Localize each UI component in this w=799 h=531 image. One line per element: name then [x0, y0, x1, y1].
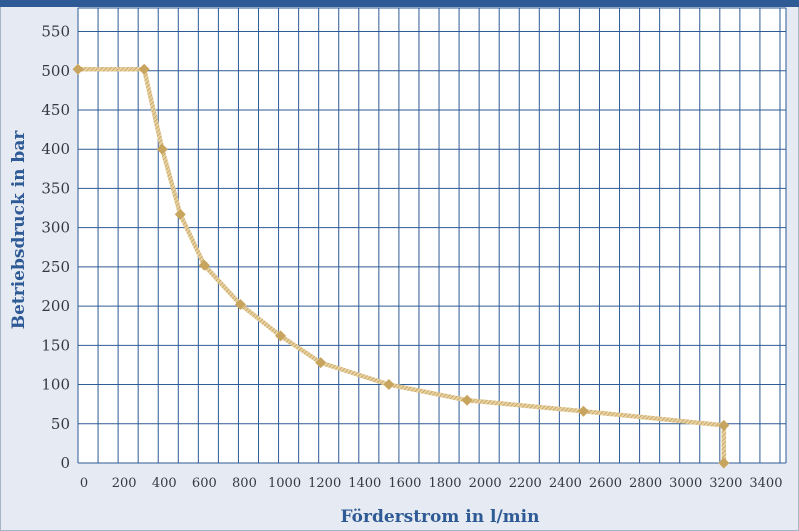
x-tick-label: 600 — [192, 476, 217, 491]
x-tick-label: 2600 — [589, 476, 622, 491]
data-point — [315, 357, 327, 369]
x-tick-label: 1000 — [268, 476, 301, 491]
data-point — [383, 379, 395, 391]
y-tick-label: 550 — [41, 23, 70, 41]
data-point — [234, 299, 246, 311]
x-tick-labels: 0 200 400 600 800 1000 1200 1400 1600 1800 2000 220… — [80, 476, 783, 491]
data-point — [718, 419, 730, 431]
plot-area — [78, 8, 786, 463]
data-point — [174, 208, 186, 220]
data-point — [577, 405, 589, 417]
x-tick-label: 2000 — [469, 476, 502, 491]
x-axis-title: Förderstrom in l/min — [341, 507, 540, 527]
x-tick-label: 2800 — [629, 476, 662, 491]
y-tick-label: 200 — [41, 297, 70, 315]
data-point — [718, 457, 730, 469]
x-tick-label: 1400 — [348, 476, 381, 491]
y-tick-label: 450 — [41, 101, 70, 119]
y-tick-label: 50 — [51, 415, 70, 433]
top-band — [0, 0, 799, 7]
x-tick-label: 800 — [232, 476, 257, 491]
x-tick-label: 0 — [80, 476, 88, 491]
x-tick-label: 3400 — [749, 476, 782, 491]
y-tick-label: 0 — [60, 454, 70, 472]
y-tick-label: 250 — [41, 258, 70, 276]
y-tick-label: 350 — [41, 179, 70, 197]
y-tick-label: 100 — [41, 376, 70, 394]
y-tick-label: 150 — [41, 336, 70, 354]
x-tick-label: 2400 — [549, 476, 582, 491]
y-tick-label: 400 — [41, 140, 70, 158]
data-point — [138, 63, 150, 75]
x-tick-label: 2200 — [509, 476, 542, 491]
data-point — [72, 63, 84, 75]
x-tick-label: 3000 — [669, 476, 702, 491]
data-point — [156, 143, 168, 155]
x-tick-label: 1200 — [308, 476, 341, 491]
x-tick-label: 3200 — [709, 476, 742, 491]
data-markers — [72, 63, 730, 469]
y-tick-label: 300 — [41, 219, 70, 237]
x-tick-label: 200 — [112, 476, 137, 491]
y-tick-labels: 0 50 100 150 200 250 300 350 400 450 500 550 — [41, 23, 70, 472]
data-point — [461, 394, 473, 406]
x-tick-label: 400 — [152, 476, 177, 491]
y-axis-title: Betriebsdruck in bar — [9, 130, 29, 330]
x-tick-label: 1600 — [388, 476, 421, 491]
y-tick-label: 500 — [41, 62, 70, 80]
data-point — [198, 259, 210, 271]
grid — [77, 7, 787, 464]
data-point — [275, 330, 287, 342]
x-tick-label: 1800 — [428, 476, 461, 491]
